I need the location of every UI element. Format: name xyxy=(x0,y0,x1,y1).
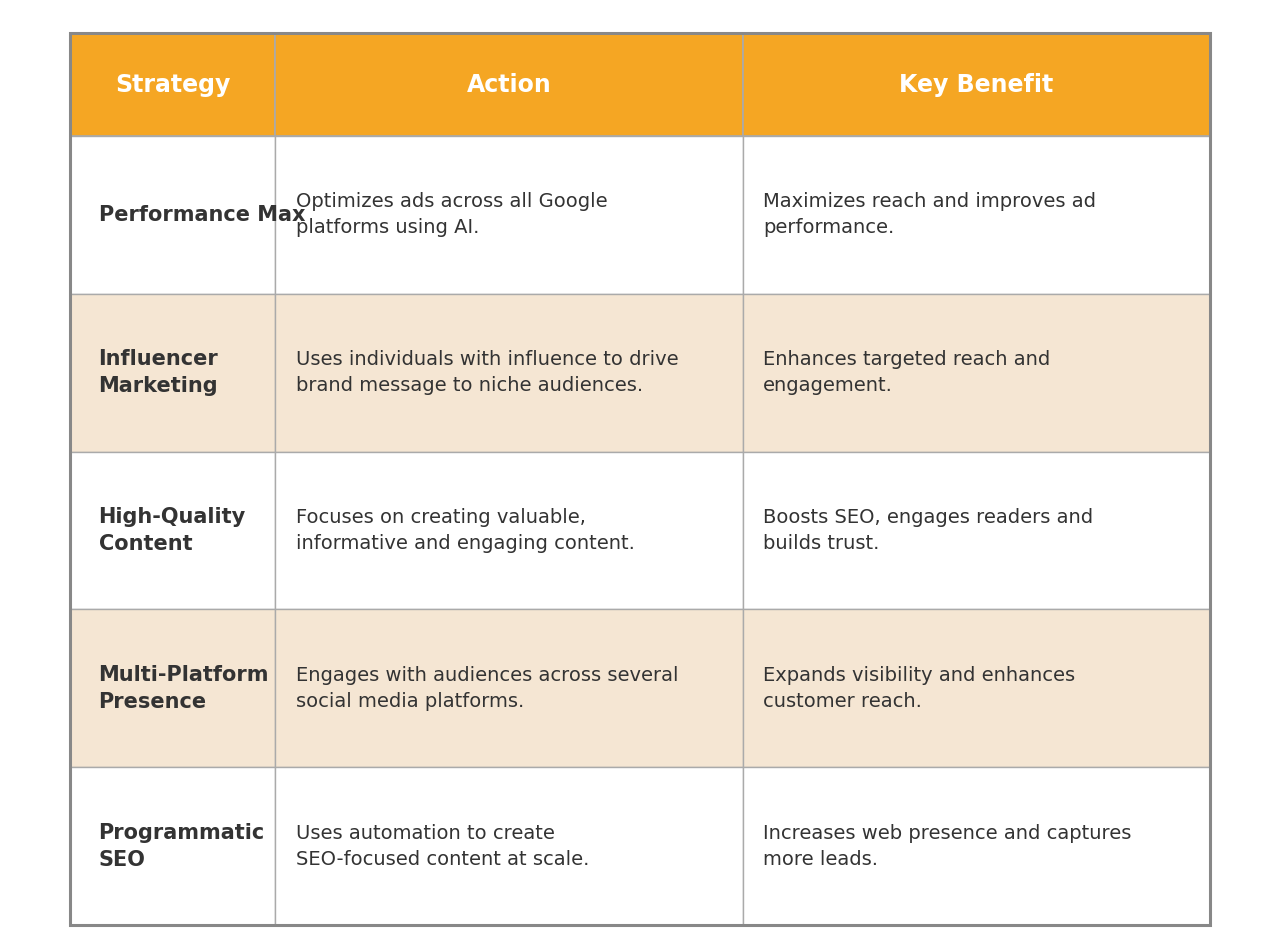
Text: Key Benefit: Key Benefit xyxy=(899,72,1053,97)
Text: Uses individuals with influence to drive
brand message to niche audiences.: Uses individuals with influence to drive… xyxy=(296,350,678,395)
Text: Action: Action xyxy=(467,72,552,97)
Bar xyxy=(275,33,742,136)
Bar xyxy=(70,452,275,609)
Bar xyxy=(742,136,1210,293)
Text: Performance Max: Performance Max xyxy=(99,205,305,225)
Text: High-Quality
Content: High-Quality Content xyxy=(99,507,246,554)
Bar xyxy=(742,768,1210,925)
Bar xyxy=(742,452,1210,609)
Text: Influencer
Marketing: Influencer Marketing xyxy=(99,349,219,397)
Bar xyxy=(275,768,742,925)
Text: Increases web presence and captures
more leads.: Increases web presence and captures more… xyxy=(763,824,1132,868)
Bar xyxy=(275,136,742,293)
Text: Optimizes ads across all Google
platforms using AI.: Optimizes ads across all Google platform… xyxy=(296,193,608,237)
Text: Multi-Platform
Presence: Multi-Platform Presence xyxy=(99,665,269,712)
Text: Maximizes reach and improves ad
performance.: Maximizes reach and improves ad performa… xyxy=(763,193,1096,237)
Bar xyxy=(70,293,275,452)
Bar xyxy=(742,293,1210,452)
Bar xyxy=(70,33,275,136)
Text: Enhances targeted reach and
engagement.: Enhances targeted reach and engagement. xyxy=(763,350,1051,395)
Bar xyxy=(70,136,275,293)
Text: Programmatic
SEO: Programmatic SEO xyxy=(99,823,265,870)
Bar xyxy=(70,33,1210,925)
Bar xyxy=(275,293,742,452)
Bar xyxy=(70,609,275,768)
Text: Expands visibility and enhances
customer reach.: Expands visibility and enhances customer… xyxy=(763,666,1075,711)
Bar xyxy=(742,33,1210,136)
Text: Strategy: Strategy xyxy=(115,72,230,97)
Text: Boosts SEO, engages readers and
builds trust.: Boosts SEO, engages readers and builds t… xyxy=(763,508,1093,553)
Text: Engages with audiences across several
social media platforms.: Engages with audiences across several so… xyxy=(296,666,678,711)
Bar xyxy=(275,452,742,609)
Bar xyxy=(742,609,1210,768)
Text: Uses automation to create
SEO-focused content at scale.: Uses automation to create SEO-focused co… xyxy=(296,824,589,868)
Text: Focuses on creating valuable,
informative and engaging content.: Focuses on creating valuable, informativ… xyxy=(296,508,635,553)
Bar xyxy=(70,768,275,925)
Bar xyxy=(275,609,742,768)
